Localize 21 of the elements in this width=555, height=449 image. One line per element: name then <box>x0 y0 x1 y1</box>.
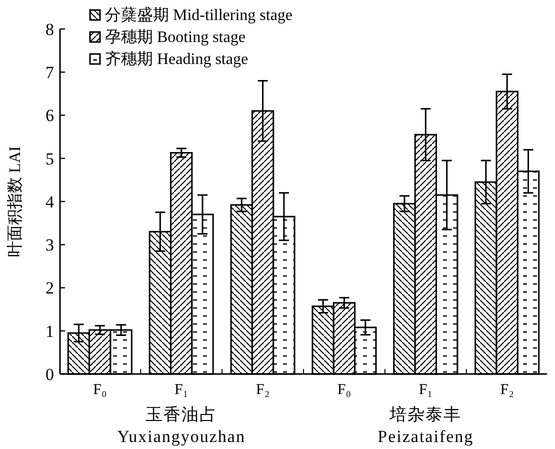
y-tick-label: 7 <box>46 63 54 82</box>
y-tick-label: 0 <box>46 364 54 384</box>
legend-label: 分蘖盛期 Mid-tillering stage <box>105 6 293 24</box>
y-tick-label: 8 <box>46 20 54 39</box>
y-axis-title: 叶面积指数 LAI <box>6 146 24 257</box>
text: 培杂泰丰 Peizataifeng <box>378 405 474 446</box>
x-tick-label: F₀ <box>93 382 107 398</box>
y-tick-label: 2 <box>46 278 54 298</box>
text: 玉香油占 Yuxiangyouzhan <box>117 405 246 446</box>
x-tick-label: F₁ <box>418 382 432 398</box>
x-tick-label: F₀ <box>337 382 352 398</box>
x-tick-label: F₂ <box>500 382 514 398</box>
y-tick-label: 1 <box>46 322 54 341</box>
y-tick-label: 6 <box>46 106 54 126</box>
legend-label: 孕穗期 Booting stage <box>105 28 246 46</box>
legend-label: 齐穗期 Heading stage <box>105 50 248 68</box>
y-tick-label: 3 <box>46 236 54 255</box>
x-tick-label: F₂ <box>256 382 270 398</box>
x-tick-label: F₁ <box>174 382 188 398</box>
y-tick-label: 4 <box>46 192 54 212</box>
y-tick-label: 5 <box>46 149 54 168</box>
